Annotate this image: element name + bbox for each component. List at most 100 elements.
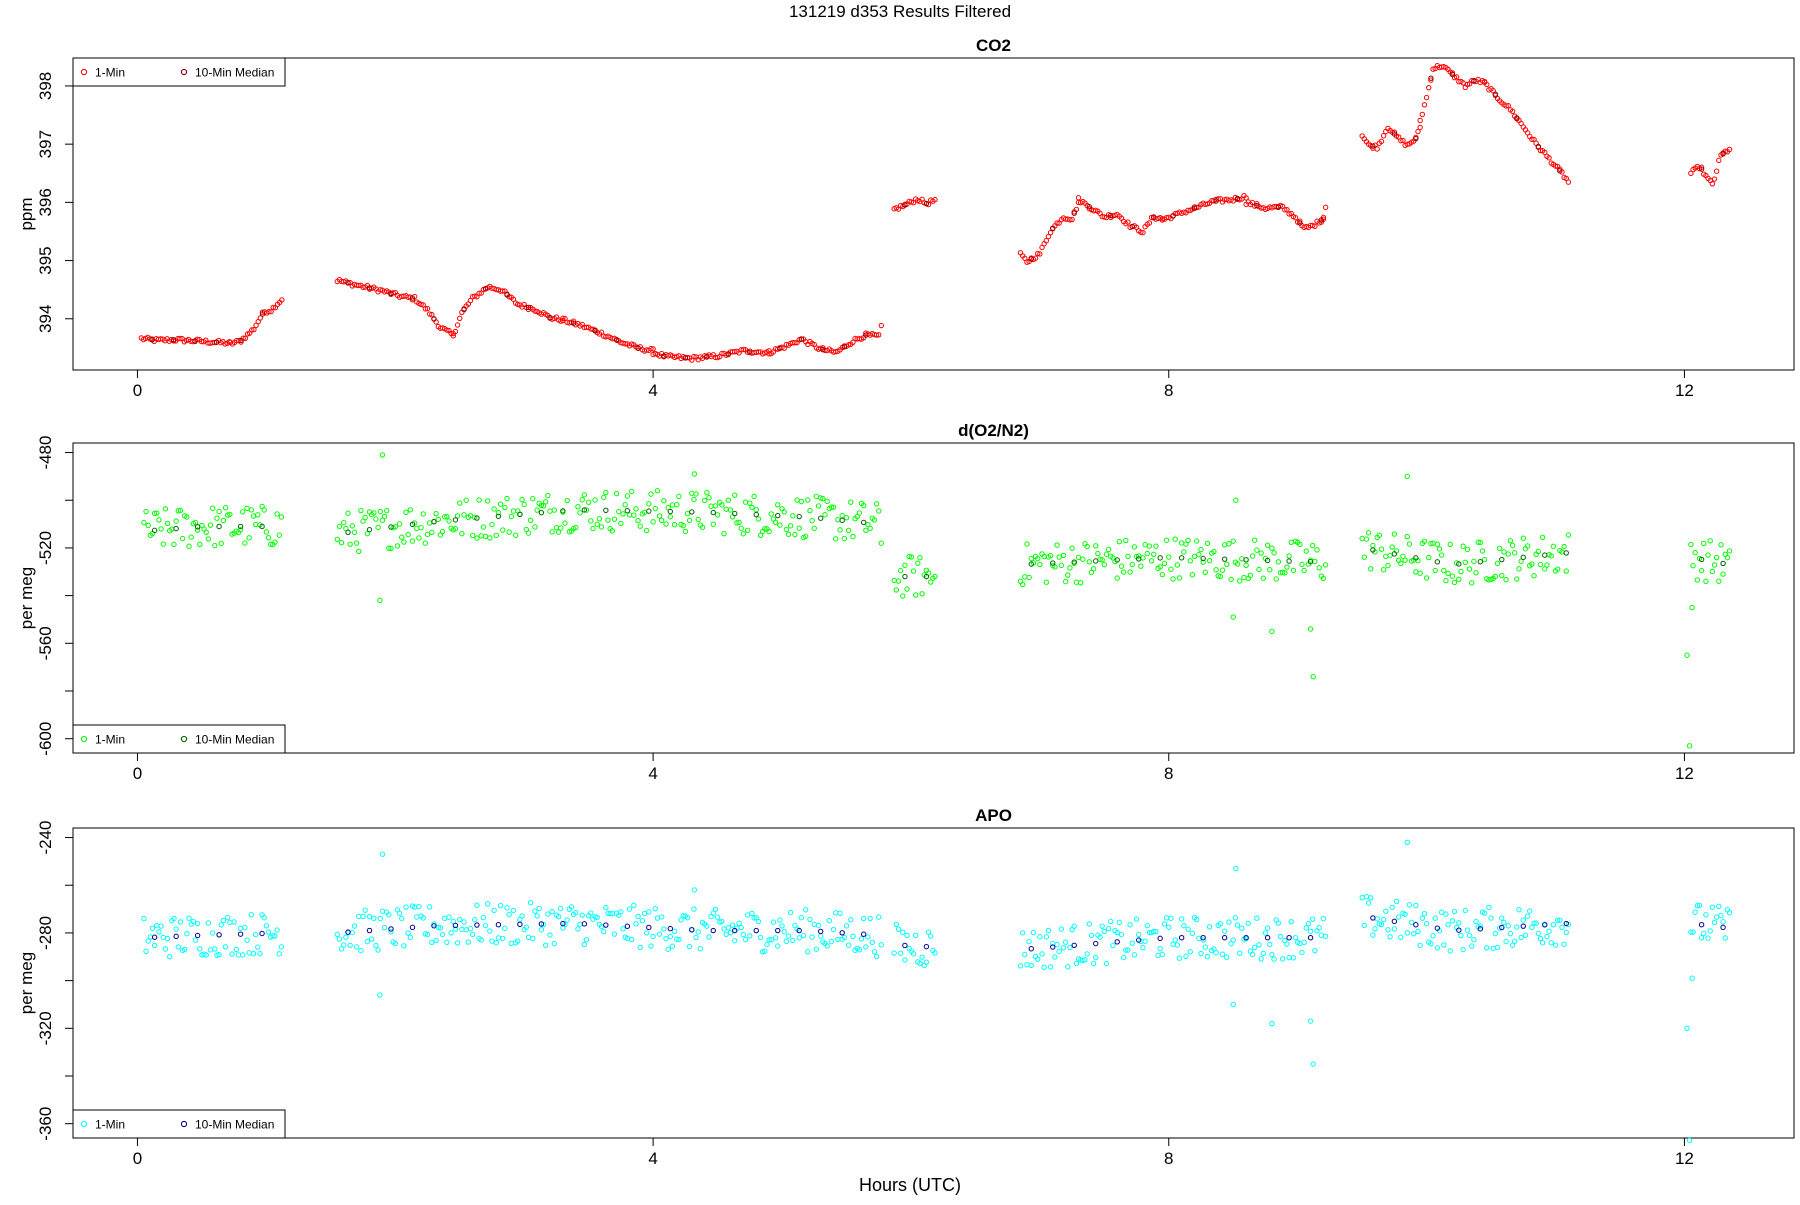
data-point: [691, 496, 697, 503]
median-point: [689, 509, 695, 515]
data-point: [755, 918, 762, 925]
data-point: [633, 921, 639, 927]
data-point: [1202, 569, 1208, 575]
data-point: [493, 532, 499, 539]
data-point: [1471, 558, 1477, 565]
data-point: [1166, 924, 1172, 930]
data-point: [643, 527, 650, 534]
data-point: [1527, 908, 1533, 914]
data-point: [1101, 561, 1108, 568]
data-point: [1481, 910, 1488, 916]
data-point: [1559, 924, 1565, 931]
x-tick-label: 0: [133, 764, 142, 783]
data-point: [757, 934, 764, 941]
data-point: [908, 554, 915, 560]
data-point: [1060, 945, 1067, 951]
data-point: [738, 924, 744, 931]
data-point: [1043, 579, 1050, 585]
data-point: [274, 927, 280, 933]
data-point: [863, 527, 869, 533]
x-tick-label: 8: [1164, 764, 1173, 783]
data-point: [249, 327, 255, 333]
median-point: [1456, 927, 1462, 933]
median-point: [1221, 934, 1228, 941]
data-point: [457, 916, 463, 923]
data-point: [205, 536, 212, 542]
data-point: [1387, 934, 1393, 940]
data-point: [843, 923, 850, 929]
data-point: [1492, 573, 1499, 580]
data-point: [227, 511, 233, 518]
data-point: [1322, 204, 1329, 211]
data-point: [691, 906, 697, 912]
data-point: [639, 918, 646, 924]
data-point: [667, 933, 673, 940]
median-point: [1243, 557, 1249, 563]
data-point: [751, 493, 757, 500]
data-point: [757, 532, 764, 538]
median-point: [194, 524, 201, 530]
data-point: [1694, 902, 1701, 909]
data-point: [1430, 933, 1436, 939]
data-point: [1047, 229, 1054, 236]
data-point: [1503, 103, 1509, 109]
data-point: [1415, 928, 1421, 935]
data-point: [588, 910, 594, 916]
data-point: [334, 536, 340, 542]
data-point: [1181, 549, 1187, 555]
data-point: [1716, 157, 1722, 164]
median-point: [495, 513, 502, 519]
data-point: [616, 508, 622, 515]
data-point: [1496, 545, 1503, 551]
data-point: [1140, 229, 1146, 236]
data-point: [841, 934, 848, 941]
data-point: [162, 506, 169, 512]
data-point: [1550, 543, 1557, 550]
series-1-min: [138, 62, 1733, 363]
data-point: [1172, 536, 1178, 542]
median-point: [1093, 558, 1099, 564]
data-point: [1219, 951, 1226, 957]
data-point: [1696, 902, 1703, 908]
data-point: [598, 329, 605, 335]
data-point: [902, 562, 908, 569]
data-point: [237, 527, 244, 533]
data-point: [1698, 567, 1705, 574]
median-point: [1028, 561, 1034, 567]
data-point: [635, 913, 641, 920]
data-point: [1262, 930, 1269, 936]
data-point: [1243, 195, 1249, 201]
data-point: [1249, 553, 1256, 559]
data-point: [424, 931, 431, 938]
data-point: [564, 497, 570, 504]
data-point: [547, 932, 553, 938]
y-axis-label: per meg: [17, 952, 36, 1014]
median-point: [213, 339, 220, 345]
median-point: [237, 523, 244, 530]
plot-frame: [72, 827, 1795, 1139]
median-point: [1456, 561, 1462, 567]
data-point: [1316, 565, 1322, 571]
median-point: [581, 921, 588, 927]
data-point: [729, 922, 736, 928]
x-axis-label: Hours (UTC): [859, 1175, 961, 1195]
data-point: [1146, 543, 1153, 549]
data-point: [1466, 566, 1473, 572]
data-point: [1391, 531, 1398, 537]
data-point: [1417, 117, 1423, 124]
data-point: [1144, 922, 1150, 929]
data-point: [1133, 916, 1140, 922]
median-point: [603, 922, 609, 928]
median-point: [1428, 75, 1434, 81]
data-point: [1383, 908, 1389, 914]
data-point: [1022, 255, 1028, 261]
data-point: [579, 912, 585, 918]
data-point: [775, 943, 781, 949]
data-point: [1095, 550, 1101, 557]
data-point: [603, 489, 609, 496]
data-point: [867, 525, 873, 532]
median-point: [603, 507, 609, 514]
legend-label: 10-Min Median: [195, 1118, 274, 1132]
data-point: [343, 934, 349, 940]
data-point: [1090, 960, 1097, 967]
